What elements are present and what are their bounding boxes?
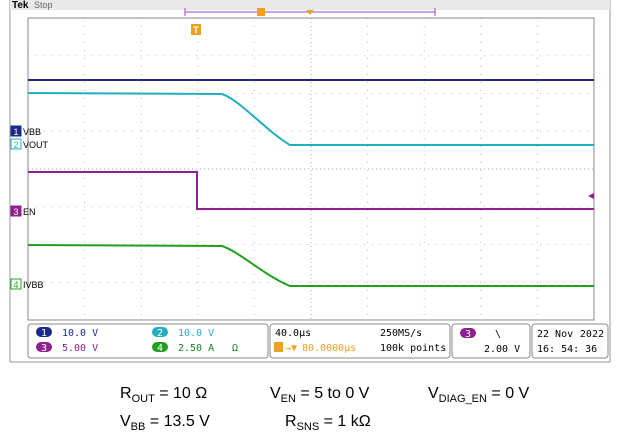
channel-scale: 10.0 V bbox=[62, 328, 98, 339]
caption-item: VEN = 5 to 0 V bbox=[270, 385, 370, 405]
time: 16: 54: 36 bbox=[537, 344, 597, 355]
caption-base: R bbox=[285, 413, 297, 430]
scope-frame bbox=[9, 0, 611, 363]
graticule-border bbox=[27, 17, 595, 321]
caption-item: ROUT = 10 Ω bbox=[120, 385, 207, 405]
vertical-box bbox=[27, 323, 269, 359]
delay-icon bbox=[274, 342, 283, 352]
caption-base: R bbox=[120, 385, 132, 402]
channel-label: EN bbox=[23, 207, 36, 217]
caption-rest: = 10 Ω bbox=[155, 385, 207, 402]
caption-sub: DIAG_EN bbox=[439, 393, 487, 405]
channel-badge bbox=[10, 278, 22, 290]
brand: Tek bbox=[12, 0, 29, 11]
record-length: 100k points bbox=[380, 343, 446, 354]
top-bar bbox=[10, 0, 610, 10]
date-box bbox=[531, 323, 609, 359]
trigger-marker: T bbox=[193, 25, 199, 35]
caption-rest: = 5 to 0 V bbox=[296, 385, 370, 402]
channel-number: 1 bbox=[13, 127, 18, 137]
channel-number: 4 bbox=[13, 280, 18, 290]
channel-label: VOUT bbox=[23, 140, 49, 150]
caption-item: RSNS = 1 kΩ bbox=[285, 413, 371, 433]
sample-rate: 250MS/s bbox=[380, 328, 422, 339]
trigger-level: 2.00 V bbox=[484, 344, 520, 355]
channel-scale: 10.0 V bbox=[178, 328, 214, 339]
caption-sub: SNS bbox=[297, 421, 320, 433]
trigger-source: 3 bbox=[465, 329, 471, 340]
date: 22 Nov bbox=[537, 329, 573, 340]
unit-note: Ω bbox=[232, 343, 238, 354]
caption-base: V bbox=[428, 385, 439, 402]
scale-badge bbox=[152, 342, 168, 352]
trace-ivbb bbox=[27, 244, 594, 287]
year: 2022 bbox=[580, 329, 604, 340]
status-bar: 1 10.0 V 2 10.0 V 3 5.00 V 4 2.50 A Ω bbox=[36, 327, 238, 354]
caption-base: V bbox=[120, 413, 131, 430]
state: Stop bbox=[34, 0, 53, 10]
trigger-source-badge bbox=[460, 328, 476, 338]
caption-base: V bbox=[270, 385, 281, 402]
trigger-slope: \ bbox=[495, 329, 501, 340]
trigger-box bbox=[191, 24, 201, 35]
caption: ROUT = 10 Ω VEN = 5 to 0 V VDIAG_EN = 0 VV… bbox=[120, 385, 530, 433]
center-marker bbox=[306, 10, 314, 15]
caption-item: VDIAG_EN = 0 V bbox=[428, 385, 530, 405]
scale-badge bbox=[36, 342, 52, 352]
trigger-level-marker bbox=[588, 193, 594, 199]
delay-arrow: →▼ bbox=[285, 343, 297, 354]
caption-item: VBB = 13.5 V bbox=[120, 413, 210, 433]
caption-rest: = 1 kΩ bbox=[319, 413, 371, 430]
channel-scale: 5.00 V bbox=[62, 343, 98, 354]
trace-en bbox=[28, 171, 594, 210]
caption-rest: = 13.5 V bbox=[145, 413, 210, 430]
channel-labels: 1 VBB 2 VOUT 3 EN 4 IVBB bbox=[10, 125, 49, 290]
trace-vout bbox=[27, 92, 594, 146]
scale-number: 3 bbox=[41, 343, 47, 354]
channel-badge bbox=[10, 205, 22, 217]
timebase: 40.0μs bbox=[275, 328, 311, 339]
channel-number: 2 bbox=[13, 140, 18, 150]
scale-number: 1 bbox=[41, 328, 47, 339]
record-marker bbox=[257, 8, 265, 16]
channel-label: VBB bbox=[23, 127, 41, 137]
scale-badge bbox=[152, 327, 168, 337]
caption-sub: EN bbox=[281, 393, 296, 405]
scale-badge bbox=[36, 327, 52, 337]
channel-label: IVBB bbox=[23, 280, 44, 290]
caption-rest: = 0 V bbox=[487, 385, 530, 402]
caption-sub: BB bbox=[131, 421, 146, 433]
horizontal-box bbox=[269, 323, 451, 359]
caption-sub: OUT bbox=[132, 393, 156, 405]
scale-number: 2 bbox=[157, 328, 163, 339]
channel-badge bbox=[10, 138, 22, 150]
scale-number: 4 bbox=[157, 343, 163, 354]
channel-scale: 2.50 A bbox=[178, 343, 214, 354]
channel-number: 3 bbox=[13, 207, 18, 217]
channel-badge bbox=[10, 125, 22, 137]
delay: 80.0000μs bbox=[302, 343, 356, 354]
